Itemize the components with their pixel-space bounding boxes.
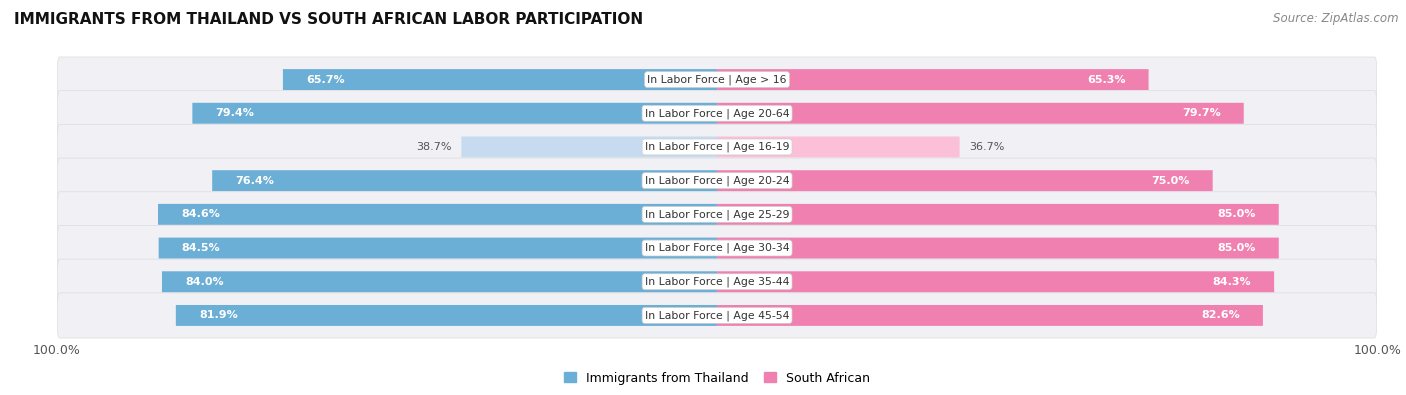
FancyBboxPatch shape (717, 204, 1279, 225)
Text: 65.7%: 65.7% (307, 75, 344, 85)
FancyBboxPatch shape (461, 137, 717, 157)
Text: IMMIGRANTS FROM THAILAND VS SOUTH AFRICAN LABOR PARTICIPATION: IMMIGRANTS FROM THAILAND VS SOUTH AFRICA… (14, 12, 643, 27)
Text: 38.7%: 38.7% (416, 142, 451, 152)
Text: 79.7%: 79.7% (1182, 108, 1220, 118)
Text: 79.4%: 79.4% (215, 108, 254, 118)
FancyBboxPatch shape (717, 271, 1274, 292)
FancyBboxPatch shape (157, 204, 717, 225)
FancyBboxPatch shape (717, 305, 1263, 326)
Text: In Labor Force | Age 25-29: In Labor Force | Age 25-29 (645, 209, 789, 220)
Text: 65.3%: 65.3% (1087, 75, 1125, 85)
Text: 85.0%: 85.0% (1218, 209, 1256, 219)
FancyBboxPatch shape (58, 293, 1376, 338)
FancyBboxPatch shape (58, 158, 1376, 203)
Text: 36.7%: 36.7% (970, 142, 1005, 152)
FancyBboxPatch shape (283, 69, 717, 90)
Text: 85.0%: 85.0% (1218, 243, 1256, 253)
FancyBboxPatch shape (717, 170, 1212, 191)
Text: In Labor Force | Age 16-19: In Labor Force | Age 16-19 (645, 142, 789, 152)
FancyBboxPatch shape (58, 124, 1376, 169)
Text: In Labor Force | Age 30-34: In Labor Force | Age 30-34 (645, 243, 789, 253)
FancyBboxPatch shape (58, 259, 1376, 304)
Text: 76.4%: 76.4% (235, 176, 274, 186)
Text: 82.6%: 82.6% (1201, 310, 1240, 320)
FancyBboxPatch shape (717, 103, 1244, 124)
Text: 84.5%: 84.5% (181, 243, 221, 253)
FancyBboxPatch shape (717, 238, 1279, 258)
FancyBboxPatch shape (176, 305, 717, 326)
Text: In Labor Force | Age > 16: In Labor Force | Age > 16 (647, 74, 787, 85)
Text: 75.0%: 75.0% (1152, 176, 1189, 186)
FancyBboxPatch shape (162, 271, 717, 292)
Legend: Immigrants from Thailand, South African: Immigrants from Thailand, South African (564, 372, 870, 385)
FancyBboxPatch shape (212, 170, 717, 191)
Text: In Labor Force | Age 20-64: In Labor Force | Age 20-64 (645, 108, 789, 118)
Text: 81.9%: 81.9% (200, 310, 238, 320)
Text: 84.6%: 84.6% (181, 209, 219, 219)
FancyBboxPatch shape (58, 192, 1376, 237)
FancyBboxPatch shape (58, 57, 1376, 102)
Text: Source: ZipAtlas.com: Source: ZipAtlas.com (1274, 12, 1399, 25)
FancyBboxPatch shape (58, 91, 1376, 136)
Text: 84.0%: 84.0% (186, 277, 224, 287)
FancyBboxPatch shape (58, 226, 1376, 271)
Text: In Labor Force | Age 20-24: In Labor Force | Age 20-24 (645, 175, 789, 186)
Text: In Labor Force | Age 45-54: In Labor Force | Age 45-54 (645, 310, 789, 321)
FancyBboxPatch shape (717, 69, 1149, 90)
Text: In Labor Force | Age 35-44: In Labor Force | Age 35-44 (645, 276, 789, 287)
FancyBboxPatch shape (159, 238, 717, 258)
FancyBboxPatch shape (193, 103, 717, 124)
Text: 84.3%: 84.3% (1212, 277, 1251, 287)
FancyBboxPatch shape (717, 137, 959, 157)
